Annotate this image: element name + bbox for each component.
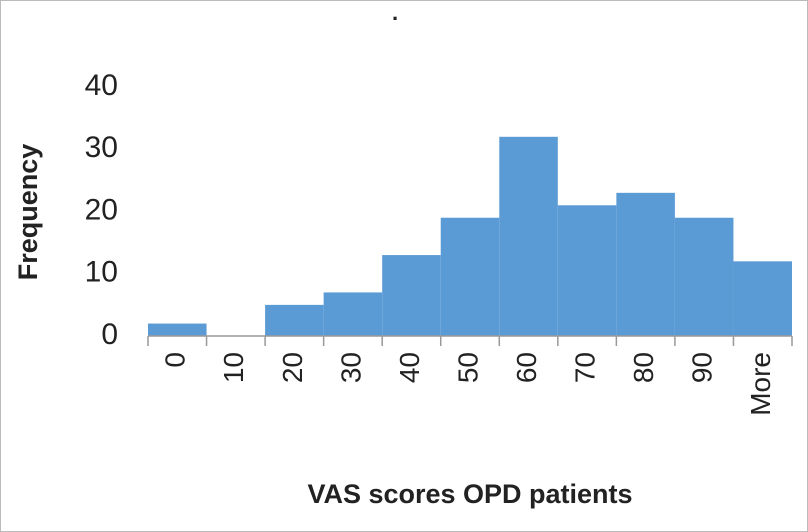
- bar: [674, 217, 734, 336]
- x-tick-label: 50: [452, 352, 483, 383]
- x-tick-label: 40: [394, 352, 425, 383]
- bar: [265, 304, 324, 336]
- y-tick-label: 10: [85, 256, 118, 289]
- y-axis-title: Frequency: [13, 144, 43, 281]
- bar: [323, 292, 383, 336]
- x-tick-label: More: [745, 352, 776, 416]
- y-tick-label: 0: [101, 318, 118, 351]
- bar: [557, 205, 617, 336]
- y-tick-label: 40: [85, 69, 118, 102]
- bar: [382, 255, 441, 336]
- bar: [440, 217, 500, 336]
- x-tick-label: 70: [569, 352, 600, 383]
- bar: [733, 261, 792, 336]
- chart-title: .: [392, 0, 398, 25]
- bar: [616, 192, 675, 336]
- y-tick-label: 30: [85, 131, 118, 164]
- x-tick-label: 80: [628, 352, 659, 383]
- x-tick-label: 0: [160, 352, 191, 368]
- bar: [499, 136, 558, 336]
- x-tick-label: 20: [277, 352, 308, 383]
- x-tick-label: 90: [687, 352, 718, 383]
- bar: [148, 323, 207, 336]
- y-tick-label: 20: [85, 193, 118, 226]
- x-tick-label: 30: [335, 352, 366, 383]
- x-tick-label: 60: [511, 352, 542, 383]
- x-axis-title: VAS scores OPD patients: [307, 479, 632, 509]
- x-tick-label: 10: [218, 352, 249, 383]
